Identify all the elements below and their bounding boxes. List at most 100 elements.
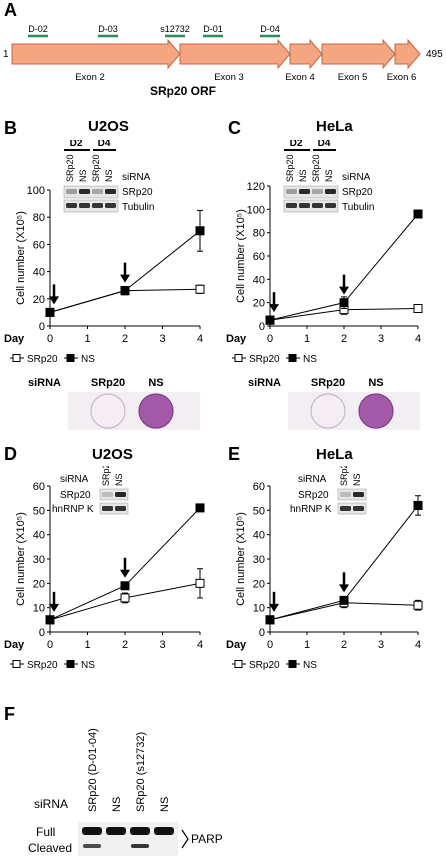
blot-band: [325, 189, 336, 194]
treatment-arrowhead: [339, 286, 349, 295]
y-tick-label: 20: [253, 298, 265, 310]
data-point-srp20: [120, 593, 130, 603]
blot-label: hnRNP K: [290, 504, 332, 515]
blot-band: [92, 189, 103, 194]
panel-d-chart: 0 10 20 30 40 50 60 0 1 2 3 4 Day Cell number (X10⁵) S…: [4, 466, 205, 671]
blot-band: [66, 203, 77, 208]
blot-label: SRp20: [298, 490, 329, 501]
y-tick-label: 0: [259, 321, 265, 333]
dish-knockdown: [310, 393, 346, 429]
x-tick-label: 2: [122, 333, 128, 345]
legend-marker-filled: [66, 660, 75, 668]
band-cleaved: [83, 844, 101, 848]
x-tick-label: 4: [197, 333, 203, 345]
blot-label: Tubulin: [122, 202, 154, 213]
y-tick-label: 80: [33, 212, 45, 224]
legend-marker-filled: [288, 660, 297, 668]
data-point-ns: [339, 595, 349, 605]
orf-start-label: 1: [3, 49, 9, 60]
lane-label: NS: [104, 169, 114, 182]
y-tick-label: 20: [253, 578, 265, 590]
blot-band: [340, 492, 351, 497]
panel-c-letter: C: [228, 118, 241, 138]
panel-c-chart: 0 20 40 60 80 100 120 0 1 2 3 4 Day Cell number (X10⁵…: [226, 140, 423, 365]
x-tick-label: 2: [122, 639, 128, 651]
exon-arrow: [289, 38, 323, 70]
day-label: D2: [290, 140, 303, 149]
data-point-ns: [265, 615, 275, 625]
blot-band: [299, 203, 310, 208]
legend-marker-open: [234, 354, 243, 362]
protein-label: PARP: [191, 832, 223, 846]
x-tick-label: 1: [304, 639, 310, 651]
data-point-ns: [413, 500, 423, 510]
exon-label: Exon 4: [285, 72, 315, 83]
dish-siRNA-label: siRNA: [28, 377, 61, 389]
blot-band: [353, 506, 364, 511]
band-full: [154, 827, 174, 835]
blot-label: hnRNP K: [52, 504, 94, 515]
y-tick-label: 120: [247, 181, 265, 193]
blot-strip-target: [63, 185, 119, 199]
blot-band: [325, 203, 336, 208]
legend-marker-open: [12, 660, 21, 668]
x-tick-label: 0: [267, 333, 273, 345]
y-tick-label: 20: [33, 294, 45, 306]
row-label-full: Full: [36, 825, 55, 839]
legend-marker-open: [12, 354, 21, 362]
blot-band: [286, 203, 297, 208]
data-point-ns: [195, 226, 205, 236]
lane-label: SRp20: [311, 154, 321, 182]
band-full: [106, 827, 126, 835]
y-tick-label: 100: [247, 204, 265, 216]
dish-col-label: NS: [368, 377, 383, 389]
blot-strip-loading: [337, 502, 367, 515]
y-tick-label: 60: [33, 239, 45, 251]
data-point-srp20: [195, 284, 205, 294]
y-axis-label: Cell number (X10⁵): [235, 209, 247, 303]
x-tick-label: 3: [159, 639, 165, 651]
dish-control: [358, 393, 394, 429]
dish-control: [138, 393, 174, 429]
y-tick-label: 0: [259, 627, 265, 639]
legend-label: SRp20: [249, 660, 280, 671]
lane-label: NS: [159, 797, 171, 812]
blot-label: SRp20: [122, 187, 153, 198]
blot-band: [66, 189, 77, 194]
blot-label: SRp20: [60, 490, 91, 501]
blot-strip-loading: [63, 199, 119, 213]
sirna-site-label: D-01: [203, 24, 223, 34]
dish-col-label: SRp20: [311, 377, 345, 389]
lane-label: SRp20: [339, 466, 349, 486]
blot-label: siRNA: [298, 474, 327, 485]
dish-col-label: NS: [148, 377, 163, 389]
panel-f-letter: F: [4, 704, 15, 724]
treatment-arrowhead: [269, 603, 279, 612]
dish-col-label: SRp20: [91, 377, 125, 389]
lane-label: SRp20: [285, 154, 295, 182]
data-point-srp20: [195, 578, 205, 588]
day-label: D4: [318, 140, 331, 149]
treatment-arrowhead: [49, 296, 59, 305]
lane-label: SRp20 (D-01-04): [87, 728, 99, 812]
day-label: D4: [98, 140, 111, 149]
exon-arrow: [179, 38, 291, 70]
orf-diagram: D-02 D-03 s12732 D-01 D-04 Exon 2 Exon 3 Exon …: [3, 24, 443, 83]
lane-label: NS: [298, 169, 308, 182]
y-tick-label: 100: [27, 185, 45, 197]
y-tick-label: 30: [33, 554, 45, 566]
orf-end-label: 495: [426, 49, 443, 60]
panel-c-title: HeLa: [316, 118, 353, 135]
data-point-ns: [339, 298, 349, 308]
y-tick-label: 40: [33, 530, 45, 542]
treatment-arrowhead: [339, 584, 349, 593]
band-full: [130, 827, 150, 835]
x-axis-label: Day: [4, 639, 25, 651]
lane-label: NS: [111, 797, 123, 812]
x-tick-label: 4: [415, 639, 421, 651]
blot-band: [115, 492, 126, 497]
blot-band: [115, 506, 126, 511]
lane-label: SRp20: [65, 154, 75, 182]
panel-e-letter: E: [228, 444, 241, 464]
sirna-site-label: D-02: [28, 24, 48, 34]
